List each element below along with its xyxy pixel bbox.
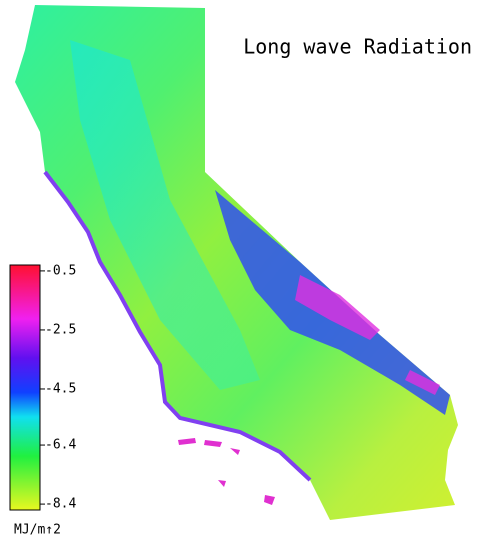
colorbar-tick-label: -4.5	[45, 381, 76, 396]
colorbar	[9, 264, 41, 511]
colorbar-unit: MJ/m↑2	[14, 523, 61, 538]
central-valley	[70, 40, 260, 390]
colorbar-tick-label: -6.4	[45, 438, 76, 453]
colorbar-tick-label: -8.4	[45, 497, 76, 512]
colorbar-tick-label: -2.5	[45, 322, 76, 337]
coast-edge	[43, 170, 312, 482]
california-map	[15, 5, 458, 520]
colorbar-tick-label: -0.5	[45, 263, 76, 278]
high-peaks	[295, 275, 440, 395]
map-title: Long wave Radiation	[243, 35, 472, 59]
islands	[178, 438, 275, 505]
